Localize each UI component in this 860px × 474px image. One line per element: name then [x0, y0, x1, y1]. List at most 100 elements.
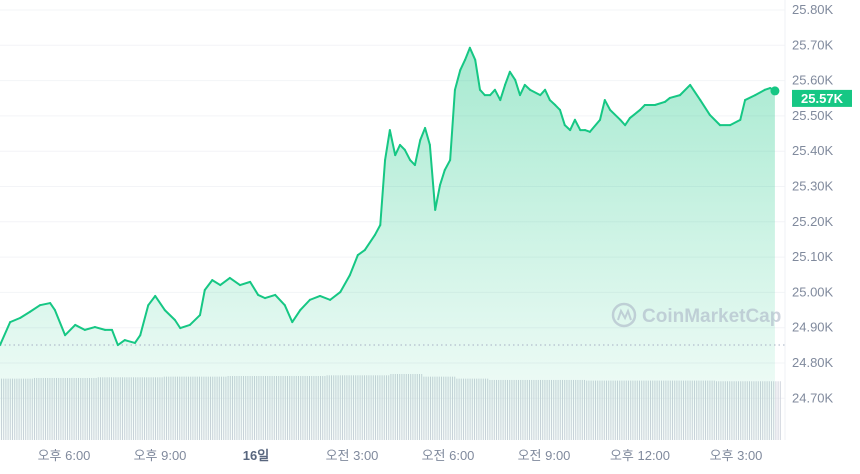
price-line-segment — [489, 88, 496, 97]
price-line-segment — [729, 118, 742, 127]
price-line-segment — [83, 326, 96, 331]
price-line-segment — [0, 321, 12, 347]
price-line-segment — [514, 78, 521, 97]
price-line-segment — [388, 129, 397, 157]
price-line-segment — [384, 129, 391, 162]
price-line-segment — [291, 309, 302, 324]
price-line-segment — [9, 316, 22, 324]
y-tick-label: 25.80K — [792, 2, 834, 17]
price-line-segment — [147, 294, 157, 307]
price-line-segment — [339, 274, 351, 294]
price-line-segment — [133, 334, 142, 344]
price-line-segment — [499, 83, 507, 102]
price-line-segment — [249, 280, 260, 296]
x-tick-label: 오전 3:00 — [326, 448, 379, 463]
y-tick-label: 25.10K — [792, 249, 834, 264]
price-line-segment — [548, 99, 557, 107]
price-line-segment — [399, 143, 406, 151]
price-line-segment — [519, 83, 526, 97]
price-line-segment — [619, 118, 627, 127]
price-line-segment — [664, 96, 671, 103]
price-line-segment — [573, 118, 582, 132]
price-line-segment — [609, 108, 622, 121]
x-tick-label: 오후 3:00 — [710, 448, 763, 463]
price-line-segment — [348, 254, 359, 277]
volume-bar — [777, 381, 779, 440]
price-line-segment — [449, 88, 456, 162]
price-line-segment — [493, 88, 502, 102]
x-tick-label: 16일 — [243, 448, 269, 463]
y-tick-label: 24.80K — [792, 355, 834, 370]
price-line-segment — [199, 288, 206, 317]
price-line-segment — [274, 293, 286, 307]
coinmarketcap-logo-icon — [611, 302, 637, 328]
price-line-segment — [428, 143, 437, 211]
price-line-segment — [49, 302, 56, 312]
price-line-segment — [603, 99, 612, 111]
price-line-segment — [308, 294, 321, 301]
coinmarketcap-logo-mark — [617, 308, 632, 321]
price-line-segment — [754, 88, 766, 97]
price-line-segment — [739, 99, 747, 121]
volume-bar — [779, 381, 781, 440]
price-line-segment — [689, 83, 702, 102]
price-line-segment — [163, 309, 176, 321]
price-area — [0, 47, 775, 441]
y-tick-label: 25.20K — [792, 214, 834, 229]
price-line-segments — [0, 46, 776, 347]
price-line-segment — [203, 279, 214, 291]
price-line-segment — [188, 314, 201, 326]
price-line-segment — [219, 276, 231, 287]
x-axis-labels: 오후 6:00 오후 9:00 16일 오전 3:00 오전 6:00 오전 9:00 오후… — [38, 448, 763, 463]
price-line-segment — [116, 339, 126, 347]
price-line-segment — [479, 88, 486, 97]
current-price-dot[interactable] — [770, 86, 780, 96]
price-line-segment — [228, 276, 241, 287]
y-tick-label: 25.30K — [792, 179, 834, 194]
price-line-segment — [173, 318, 182, 330]
price-line-segment — [329, 291, 342, 301]
price-line-segment — [539, 88, 547, 97]
price-line-segment — [319, 294, 332, 301]
price-line-segment — [28, 304, 41, 313]
price-line-segment — [628, 108, 641, 120]
current-price-tag: 25.57K — [792, 89, 852, 107]
x-tick-label: 오전 6:00 — [422, 448, 475, 463]
y-tick-label: 25.40K — [792, 143, 834, 158]
price-line-segment — [239, 280, 252, 287]
y-tick-label: 24.90K — [792, 320, 834, 335]
y-tick-label: 24.70K — [792, 390, 834, 405]
price-line-segment — [419, 126, 427, 141]
price-line-segment — [744, 94, 757, 102]
price-line-segment — [264, 293, 277, 300]
price-line-segment — [464, 46, 471, 61]
y-axis-labels: 25.80K 25.70K 25.60K 25.50K 25.40K 25.30K 25.2… — [792, 2, 834, 405]
price-line-segment — [53, 309, 67, 337]
price-line-segment — [373, 224, 382, 236]
price-line-segment — [439, 168, 446, 187]
price-line-segment — [459, 58, 467, 72]
price-line-segment — [679, 83, 692, 97]
price-line-segment — [699, 99, 711, 116]
price-line-segment — [39, 302, 52, 307]
price-line-segment — [139, 304, 150, 337]
price-line-segment — [453, 69, 462, 91]
price-line-segment — [394, 143, 401, 157]
current-price-label: 25.57K — [801, 91, 844, 106]
price-line-segment — [299, 298, 311, 312]
price-line-segment — [434, 184, 441, 211]
price-line-segment — [413, 138, 422, 167]
price-line-segment — [563, 124, 572, 132]
price-line-segment — [599, 99, 606, 121]
price-line-segment — [559, 108, 566, 127]
price-line-segment — [111, 328, 119, 347]
price-line-segment — [624, 117, 631, 127]
price-line-segment — [554, 104, 561, 111]
price-line-segment — [257, 293, 267, 300]
price-line-segment — [443, 159, 452, 171]
volume-bar — [775, 381, 777, 440]
price-line-segment — [363, 233, 376, 252]
x-tick-label: 오후 12:00 — [610, 448, 670, 463]
price-line-segment — [708, 113, 721, 127]
